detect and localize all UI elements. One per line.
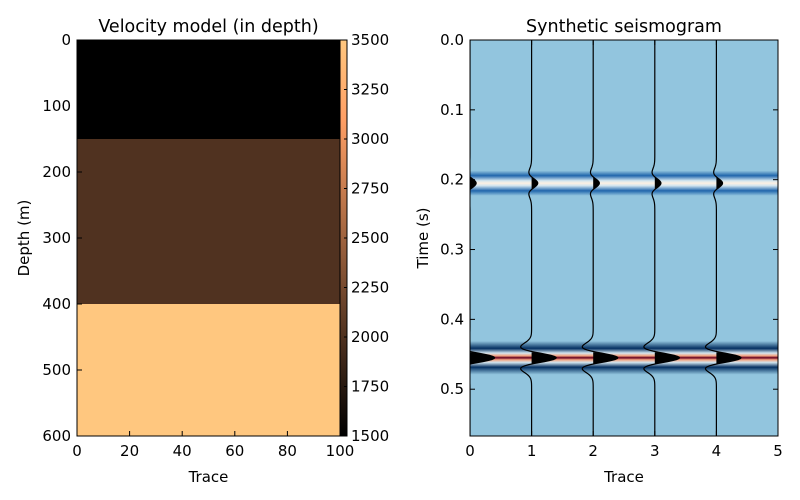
- seismogram-panel: Synthetic seismogram 0 1 2 3 4 5 0.0 0.1 0.2 0.3…: [414, 17, 783, 486]
- velocity-x-label: Trace: [188, 468, 229, 486]
- velocity-y-ticks: 0 100 200 300 400 500 600: [42, 31, 82, 445]
- velocity-y-tick-label: 0: [61, 31, 71, 49]
- colorbar-tick-label: 2250: [351, 279, 389, 297]
- velocity-model-panel: Velocity model (in depth) 0 20 40 60 80 100 0…: [15, 17, 354, 486]
- seismogram-x-tick-label: 1: [527, 442, 537, 460]
- velocity-y-tick-label: 300: [42, 229, 71, 247]
- seismogram-frame: [469, 39, 779, 437]
- seismogram-x-tick-label: 3: [650, 442, 660, 460]
- seismogram-y-label: Time (s): [414, 208, 432, 270]
- wiggle-trace-4: [704, 40, 742, 436]
- seismogram-x-tick-label: 5: [773, 442, 783, 460]
- seismogram-title: Synthetic seismogram: [526, 17, 722, 37]
- reflection-band-0: [470, 170, 778, 196]
- velocity-layers: [77, 40, 340, 436]
- seismogram-y-ticks: 0.0 0.1 0.2 0.3 0.4 0.5: [440, 31, 778, 398]
- velocity-x-tick-label: 40: [173, 442, 192, 460]
- wiggle-fill-trace-2-1: [593, 352, 618, 364]
- colorbar: 1500 1750 2000 2250 2500 2750 3000 3250 3500: [339, 31, 389, 445]
- wiggle-fill-trace-2-0: [593, 177, 600, 189]
- velocity-x-tick-label: 0: [72, 442, 82, 460]
- seismogram-y-tick-label: 0.5: [440, 380, 464, 398]
- velocity-layer-1: [77, 139, 340, 304]
- wiggle-trace-1: [519, 40, 557, 436]
- wiggle-traces: [470, 40, 742, 436]
- velocity-x-ticks: 0 20 40 60 80 100: [72, 40, 354, 460]
- wiggle-fill-trace-3-1: [654, 352, 680, 364]
- velocity-layer-2: [77, 304, 340, 436]
- seismogram-x-label: Trace: [603, 468, 644, 486]
- wiggle-trace-3: [643, 40, 681, 436]
- seismogram-x-tick-label: 0: [465, 442, 475, 460]
- wiggle-fill-trace-1-0: [531, 177, 538, 189]
- colorbar-tick-label: 3500: [351, 31, 389, 49]
- colorbar-tick-label: 3250: [351, 81, 389, 99]
- wiggle-fill-trace-0-1: [470, 352, 495, 364]
- wiggle-fill-trace-4-1: [716, 352, 741, 364]
- velocity-y-tick-label: 500: [42, 361, 71, 379]
- seismogram-background: [470, 40, 778, 436]
- velocity-x-tick-label: 60: [225, 442, 244, 460]
- colorbar-tick-label: 3000: [351, 130, 389, 148]
- seismogram-x-tick-label: 4: [712, 442, 722, 460]
- velocity-y-tick-label: 100: [42, 97, 71, 115]
- seismogram-y-tick-label: 0.2: [440, 171, 464, 189]
- colorbar-ticks: 1500 1750 2000 2250 2500 2750 3000 3250 3500: [344, 31, 389, 445]
- seismogram-y-tick-label: 0.3: [440, 241, 464, 259]
- seismogram-y-tick-label: 0.1: [440, 101, 464, 119]
- velocity-layer-0: [77, 40, 340, 139]
- wiggle-fill-trace-4-0: [716, 177, 723, 189]
- seismogram-y-tick-label: 0.0: [440, 31, 464, 49]
- seismogram-x-tick-label: 2: [588, 442, 598, 460]
- wiggle-fill-trace-1-1: [531, 352, 557, 364]
- wiggle-fill-trace-3-0: [654, 177, 661, 189]
- colorbar-tick-label: 2000: [351, 328, 389, 346]
- colorbar-tick-label: 2500: [351, 229, 389, 247]
- velocity-x-tick-label: 100: [326, 442, 355, 460]
- seismogram-x-ticks: 0 1 2 3 4 5: [465, 40, 783, 460]
- wiggle-trace-2: [581, 40, 619, 436]
- velocity-y-tick-label: 200: [42, 163, 71, 181]
- velocity-model-title: Velocity model (in depth): [98, 17, 318, 37]
- velocity-x-tick-label: 20: [120, 442, 139, 460]
- velocity-x-tick-label: 80: [278, 442, 297, 460]
- velocity-y-tick-label: 600: [42, 427, 71, 445]
- colorbar-tick-label: 1750: [351, 378, 389, 396]
- velocity-y-label: Depth (m): [15, 200, 33, 277]
- colorbar-tick-label: 1500: [351, 427, 389, 445]
- velocity-y-tick-label: 400: [42, 295, 71, 313]
- seismogram-y-tick-label: 0.4: [440, 310, 464, 328]
- colorbar-tick-label: 2750: [351, 180, 389, 198]
